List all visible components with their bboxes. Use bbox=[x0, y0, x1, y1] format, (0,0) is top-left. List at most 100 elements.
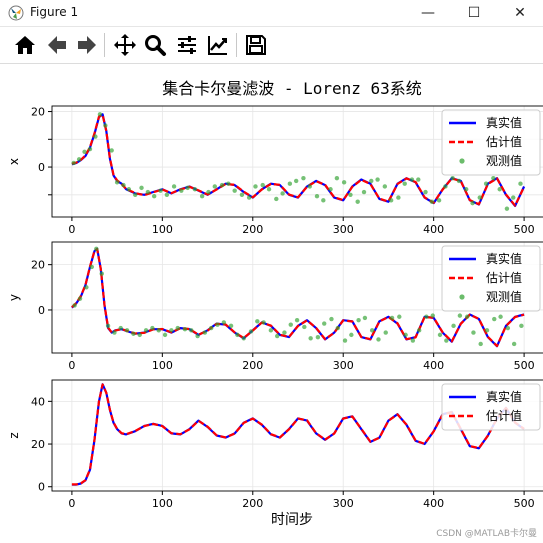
zoom-button[interactable] bbox=[140, 30, 170, 60]
x-tick-label: 100 bbox=[152, 359, 173, 372]
observation-point bbox=[206, 189, 211, 195]
observation-point bbox=[84, 285, 89, 290]
back-button[interactable] bbox=[42, 30, 72, 60]
y-tick-label: 20 bbox=[31, 438, 45, 451]
maximize-button[interactable]: ☐ bbox=[451, 0, 497, 26]
back-arrow-icon bbox=[48, 36, 66, 54]
observation-point bbox=[77, 296, 83, 301]
legend-label: 估计值 bbox=[486, 134, 522, 149]
observation-point bbox=[321, 198, 326, 203]
observation-point bbox=[294, 317, 300, 323]
legend-label: 估计值 bbox=[486, 408, 522, 423]
close-icon: ✕ bbox=[514, 5, 526, 21]
y-axis-label: z bbox=[7, 432, 21, 438]
legend-marker-points bbox=[459, 158, 465, 164]
observation-point bbox=[274, 333, 280, 339]
pan-button[interactable] bbox=[110, 30, 140, 60]
observation-point bbox=[158, 188, 163, 193]
toolbar-separator bbox=[104, 33, 105, 57]
observation-point bbox=[246, 195, 252, 200]
observation-point bbox=[424, 314, 429, 319]
x-tick-label: 0 bbox=[68, 223, 75, 236]
observation-point bbox=[491, 175, 496, 181]
configure-subplots-button[interactable] bbox=[172, 30, 202, 60]
legend-label: 观测值 bbox=[486, 289, 522, 304]
edit-axes-button[interactable] bbox=[203, 30, 233, 60]
observation-point bbox=[307, 184, 312, 189]
observation-point bbox=[103, 123, 108, 128]
observation-point bbox=[383, 330, 388, 335]
observation-point bbox=[301, 175, 306, 181]
observation-point bbox=[287, 181, 293, 186]
observation-point bbox=[121, 182, 126, 188]
toolbar-separator bbox=[236, 33, 237, 57]
observation-point bbox=[329, 316, 334, 322]
observation-point bbox=[282, 330, 287, 335]
observation-point bbox=[314, 193, 320, 199]
observation-point bbox=[131, 331, 136, 336]
legend-label: 观测值 bbox=[486, 153, 522, 168]
y-tick-label: 20 bbox=[31, 259, 45, 272]
observation-point bbox=[156, 328, 161, 333]
y-axis-label: y bbox=[7, 294, 21, 301]
observation-point bbox=[195, 333, 200, 339]
app-icon bbox=[8, 5, 24, 21]
x-tick-label: 300 bbox=[333, 497, 354, 510]
minimize-button[interactable]: — bbox=[405, 0, 451, 26]
close-button[interactable]: ✕ bbox=[497, 0, 543, 26]
observation-point bbox=[437, 332, 443, 338]
observation-point bbox=[348, 192, 353, 197]
observation-point bbox=[342, 338, 348, 343]
observation-point bbox=[470, 200, 475, 206]
observation-point bbox=[416, 177, 421, 182]
observation-point bbox=[171, 184, 177, 189]
observation-point bbox=[221, 320, 227, 325]
observation-point bbox=[450, 175, 455, 181]
observation-point bbox=[464, 314, 470, 319]
observation-point bbox=[464, 187, 469, 192]
observation-point bbox=[388, 198, 394, 203]
observation-point bbox=[505, 325, 511, 331]
observation-point bbox=[456, 178, 462, 184]
x-tick-label: 0 bbox=[68, 359, 75, 372]
observation-point bbox=[362, 315, 368, 321]
figure-canvas[interactable]: 集合卡尔曼滤波 - Lorenz 63系统 时间步 0 100 200 300 400 5… bbox=[0, 64, 543, 543]
observation-point bbox=[519, 323, 524, 329]
observation-point bbox=[504, 206, 510, 211]
axes-frame bbox=[51, 241, 543, 354]
observation-point bbox=[109, 148, 114, 153]
observation-point bbox=[280, 191, 285, 196]
y-tick-label: 40 bbox=[31, 395, 45, 408]
home-icon bbox=[15, 36, 35, 54]
observation-point bbox=[444, 338, 449, 343]
plot-area bbox=[71, 383, 525, 486]
observation-point bbox=[185, 185, 190, 191]
edit-axes-chart-icon bbox=[208, 36, 227, 55]
observation-point bbox=[403, 332, 408, 338]
observation-point bbox=[202, 330, 208, 335]
home-button[interactable] bbox=[10, 30, 40, 60]
watermark-text: CSDN @MATLAB卡尔曼 bbox=[436, 529, 537, 539]
estimate-line bbox=[71, 248, 525, 348]
window-title: Figure 1 bbox=[30, 5, 79, 19]
x-tick-label: 200 bbox=[242, 223, 263, 236]
observation-point bbox=[477, 195, 482, 200]
observation-point bbox=[369, 328, 375, 333]
x-tick-label: 200 bbox=[242, 497, 263, 510]
x-tick-label: 400 bbox=[423, 359, 444, 372]
subplots-sliders-icon bbox=[178, 36, 196, 54]
observation-point bbox=[389, 315, 395, 321]
observation-point bbox=[356, 317, 361, 323]
save-button[interactable] bbox=[241, 30, 271, 60]
forward-button[interactable] bbox=[72, 30, 102, 60]
observation-point bbox=[322, 321, 327, 326]
observation-point bbox=[410, 338, 416, 343]
observation-point bbox=[151, 193, 157, 199]
observation-point bbox=[89, 264, 94, 270]
x-tick-label: 100 bbox=[152, 497, 173, 510]
observation-point bbox=[483, 181, 489, 186]
observation-point bbox=[478, 341, 483, 347]
observation-point bbox=[335, 325, 340, 331]
